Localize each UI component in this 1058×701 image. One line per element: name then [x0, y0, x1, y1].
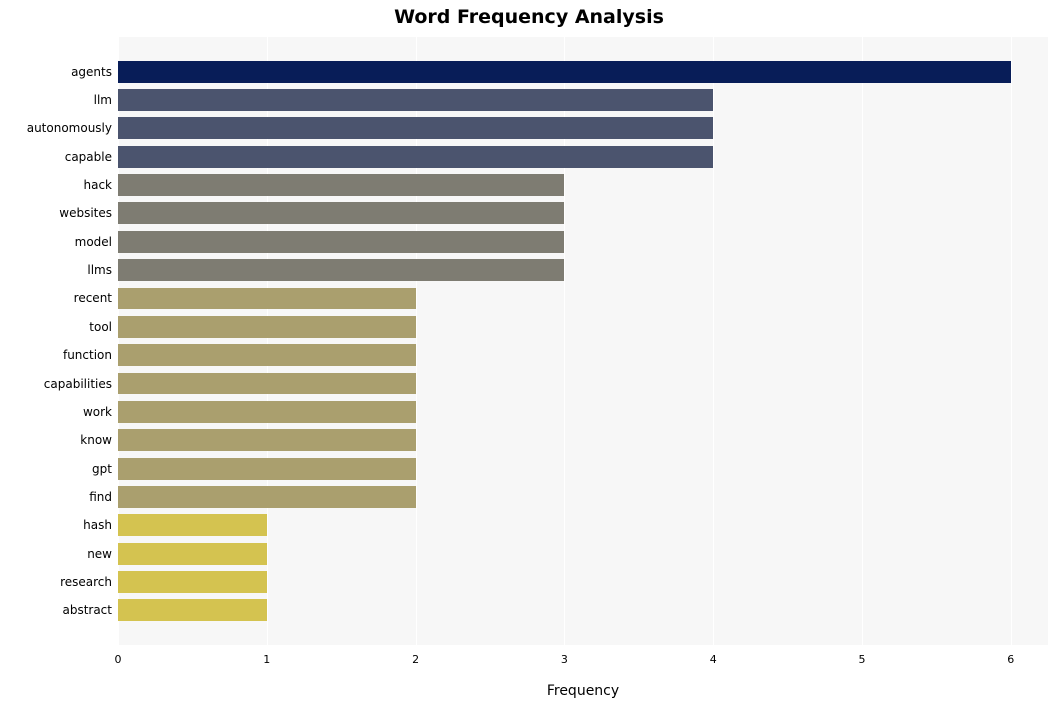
- ytick-label: capabilities: [44, 377, 112, 391]
- ytick-label: llms: [87, 263, 112, 277]
- bar: [118, 486, 416, 508]
- ytick-label: hack: [83, 178, 112, 192]
- ytick-label: model: [75, 235, 112, 249]
- chart-title: Word Frequency Analysis: [0, 6, 1058, 28]
- bar: [118, 344, 416, 366]
- grid-line: [862, 37, 863, 645]
- grid-line: [1011, 37, 1012, 645]
- bar: [118, 458, 416, 480]
- bar: [118, 514, 267, 536]
- xtick-label: 3: [561, 653, 568, 666]
- xtick-label: 6: [1007, 653, 1014, 666]
- bar: [118, 174, 564, 196]
- bar: [118, 316, 416, 338]
- ytick-label: work: [83, 405, 112, 419]
- ytick-label: find: [89, 490, 112, 504]
- xaxis-label: Frequency: [547, 683, 619, 699]
- ytick-label: research: [60, 575, 112, 589]
- bar: [118, 373, 416, 395]
- bar: [118, 429, 416, 451]
- bar: [118, 259, 564, 281]
- bar: [118, 571, 267, 593]
- bar: [118, 543, 267, 565]
- bar: [118, 89, 713, 111]
- bar: [118, 117, 713, 139]
- bar: [118, 599, 267, 621]
- xtick-label: 5: [859, 653, 866, 666]
- bar: [118, 202, 564, 224]
- figure: Word Frequency Analysis agents llm autonom…: [0, 0, 1058, 701]
- bar: [118, 146, 713, 168]
- ytick-label: new: [87, 547, 112, 561]
- ytick-label: tool: [89, 320, 112, 334]
- ytick-label: hash: [83, 518, 112, 532]
- bar: [118, 61, 1011, 83]
- ytick-label: autonomously: [27, 121, 112, 135]
- xtick-label: 1: [263, 653, 270, 666]
- bar: [118, 231, 564, 253]
- ytick-label: abstract: [62, 603, 112, 617]
- plot-area: [118, 37, 1048, 645]
- ytick-label: capable: [65, 150, 112, 164]
- ytick-label: function: [63, 348, 112, 362]
- xtick-label: 2: [412, 653, 419, 666]
- ytick-label: llm: [94, 93, 112, 107]
- bar: [118, 401, 416, 423]
- grid-line: [713, 37, 714, 645]
- ytick-label: gpt: [92, 462, 112, 476]
- bar: [118, 288, 416, 310]
- xtick-label: 4: [710, 653, 717, 666]
- xtick-label: 0: [115, 653, 122, 666]
- ytick-label: know: [80, 433, 112, 447]
- ytick-label: agents: [71, 65, 112, 79]
- ytick-label: websites: [59, 206, 112, 220]
- ytick-label: recent: [74, 291, 112, 305]
